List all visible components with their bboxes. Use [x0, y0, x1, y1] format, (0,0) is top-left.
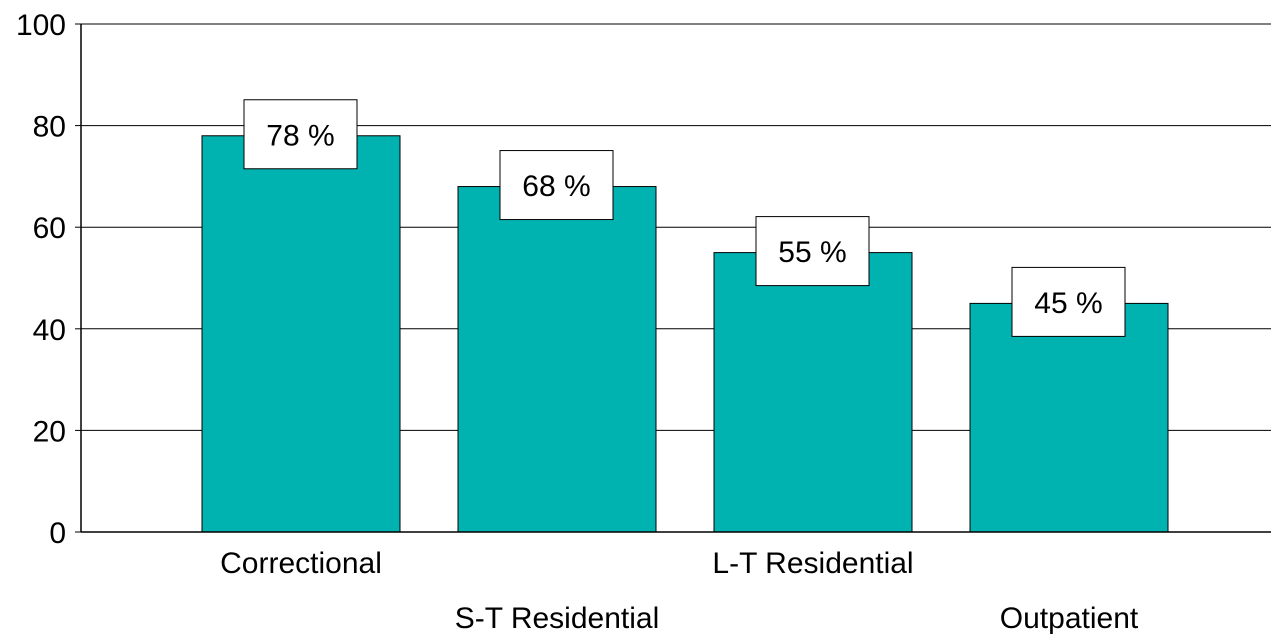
y-tick-label: 60	[33, 212, 66, 245]
axes	[75, 23, 1271, 533]
bars	[201, 135, 1169, 533]
data-label-box-3	[1011, 266, 1126, 337]
data-label-3: 45 %	[1034, 287, 1102, 320]
category-label-3: Outpatient	[1000, 602, 1139, 635]
bar-0	[201, 135, 401, 533]
labels: 0 20 40 60 80 100 78 % Correctional 68 % S-T Resi…	[16, 9, 1139, 635]
bar-1	[457, 186, 657, 533]
y-tick-label: 80	[33, 111, 66, 144]
y-tick-label: 100	[16, 9, 66, 42]
y-tick-label: 40	[33, 314, 66, 347]
bar-2	[713, 252, 913, 533]
data-label-box-1	[499, 150, 614, 221]
data-label-box-0	[243, 99, 358, 170]
category-label-0: Correctional	[220, 547, 382, 580]
data-label-1: 68 %	[522, 170, 590, 203]
data-label-2: 55 %	[778, 236, 846, 269]
data-label-box-2	[755, 216, 870, 287]
bar-3	[969, 302, 1169, 533]
y-tick-label: 0	[49, 517, 66, 550]
data-label-0: 78 %	[266, 119, 334, 152]
category-label-2: L-T Residential	[712, 547, 913, 580]
y-tick-label: 20	[33, 415, 66, 448]
category-label-1: S-T Residential	[455, 602, 660, 635]
